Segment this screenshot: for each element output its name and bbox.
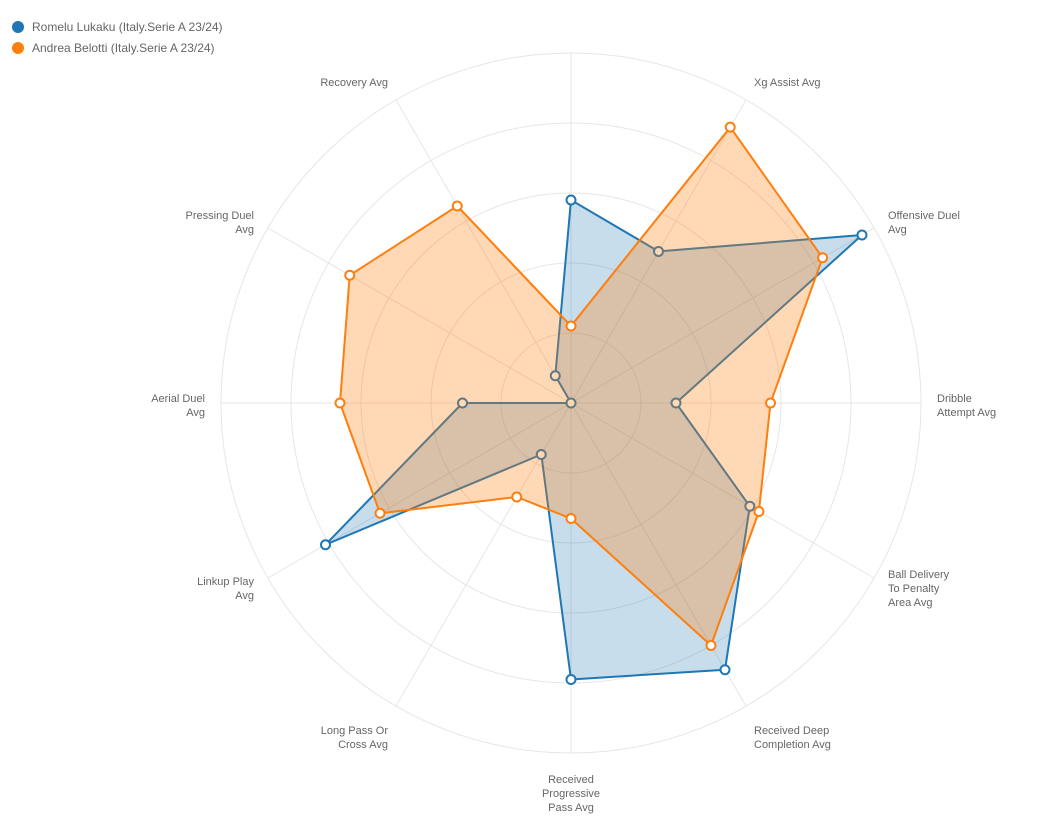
axis-label-line: Ball Delivery bbox=[888, 569, 950, 581]
axis-label: Xg Assist Avg bbox=[754, 77, 820, 89]
axis-label-line: Avg bbox=[235, 224, 254, 236]
axis-label-line: Received bbox=[548, 774, 594, 786]
data-point[interactable] bbox=[817, 252, 829, 264]
axis-label-line: Long Pass Or bbox=[321, 725, 389, 737]
data-point[interactable] bbox=[744, 500, 756, 512]
data-point[interactable] bbox=[753, 506, 765, 517]
axis-label-line: Completion Avg bbox=[754, 739, 831, 751]
axis-label: Received Progressive Pass Avg bbox=[542, 774, 600, 814]
data-point[interactable] bbox=[319, 539, 331, 551]
axis-spoke bbox=[395, 99, 572, 404]
axis-label-line: Aerial Duel bbox=[151, 393, 205, 405]
axis-spoke bbox=[570, 402, 747, 707]
legend-marker-belotti bbox=[12, 41, 24, 54]
data-point[interactable] bbox=[719, 664, 731, 676]
axis-label-line: Progressive bbox=[542, 788, 600, 800]
legend-label-lukaku: Romelu Lukaku (Italy.Serie A 23/24) bbox=[32, 19, 223, 34]
data-point[interactable] bbox=[653, 245, 664, 257]
axis-labels: Dribble Attempt Avg Offensive Duel Avg Xg As… bbox=[151, 77, 996, 814]
axis-label-line: Pressing Duel bbox=[186, 210, 254, 222]
axis-label: Recovery Avg bbox=[320, 77, 388, 89]
axis-label-line: Avg bbox=[186, 407, 205, 419]
data-point[interactable] bbox=[565, 397, 577, 409]
data-point[interactable] bbox=[565, 674, 577, 685]
series-1 bbox=[334, 121, 829, 651]
data-point[interactable] bbox=[374, 507, 386, 519]
data-point[interactable] bbox=[565, 320, 577, 332]
data-point[interactable] bbox=[511, 491, 523, 503]
data-point[interactable] bbox=[724, 121, 736, 133]
axis-label-line: Linkup Play bbox=[197, 576, 254, 588]
axis-spoke bbox=[570, 402, 875, 579]
data-point[interactable] bbox=[451, 200, 463, 212]
axis-spoke bbox=[267, 227, 572, 404]
axis-label-line: Recovery Avg bbox=[320, 77, 388, 89]
axis-label: Ball Delivery To Penalty Area Avg bbox=[888, 569, 950, 609]
data-point[interactable] bbox=[549, 370, 561, 382]
axis-label: Offensive Duel Avg bbox=[888, 210, 960, 236]
axis-label-line: Dribble bbox=[937, 393, 972, 405]
axis-label: Aerial Duel Avg bbox=[151, 393, 205, 419]
axis-label-line: Received Deep bbox=[754, 725, 829, 737]
axis-label: Pressing Duel Avg bbox=[186, 210, 254, 236]
axis-spoke bbox=[267, 402, 572, 579]
legend-item-lukaku[interactable]: Romelu Lukaku (Italy.Serie A 23/24) bbox=[12, 16, 223, 37]
data-point[interactable] bbox=[334, 397, 346, 409]
radar-grid bbox=[220, 52, 922, 754]
data-point[interactable] bbox=[856, 229, 868, 241]
axis-label: Received Deep Completion Avg bbox=[754, 725, 831, 751]
axis-label: Dribble Attempt Avg bbox=[937, 393, 996, 419]
axis-label: Linkup Play Avg bbox=[197, 576, 254, 602]
data-point[interactable] bbox=[457, 397, 468, 409]
axis-label-line: Cross Avg bbox=[338, 739, 388, 751]
series-area bbox=[340, 127, 823, 646]
axis-label-line: Xg Assist Avg bbox=[754, 77, 820, 89]
data-point[interactable] bbox=[670, 397, 682, 409]
data-point[interactable] bbox=[565, 194, 577, 206]
axis-label-line: To Penalty bbox=[888, 583, 940, 595]
axis-label-line: Area Avg bbox=[888, 597, 932, 609]
data-point[interactable] bbox=[705, 639, 717, 651]
data-point[interactable] bbox=[535, 449, 547, 461]
data-point[interactable] bbox=[565, 513, 577, 524]
axis-label-line: Avg bbox=[235, 590, 254, 602]
axis-label-line: Attempt Avg bbox=[937, 407, 996, 419]
series-0 bbox=[319, 194, 868, 685]
legend-label-belotti: Andrea Belotti (Italy.Serie A 23/24) bbox=[32, 40, 215, 55]
series-area bbox=[325, 200, 862, 680]
axis-label-line: Offensive Duel bbox=[888, 210, 960, 222]
data-point[interactable] bbox=[765, 397, 776, 409]
chart-legend: Romelu Lukaku (Italy.Serie A 23/24) Andr… bbox=[12, 16, 223, 58]
axis-label: Long Pass Or Cross Avg bbox=[321, 725, 389, 751]
axis-label-line: Avg bbox=[888, 224, 907, 236]
legend-item-belotti[interactable]: Andrea Belotti (Italy.Serie A 23/24) bbox=[12, 37, 223, 58]
data-point[interactable] bbox=[344, 269, 356, 281]
legend-marker-lukaku bbox=[12, 20, 24, 33]
axis-label-line: Pass Avg bbox=[548, 802, 594, 814]
